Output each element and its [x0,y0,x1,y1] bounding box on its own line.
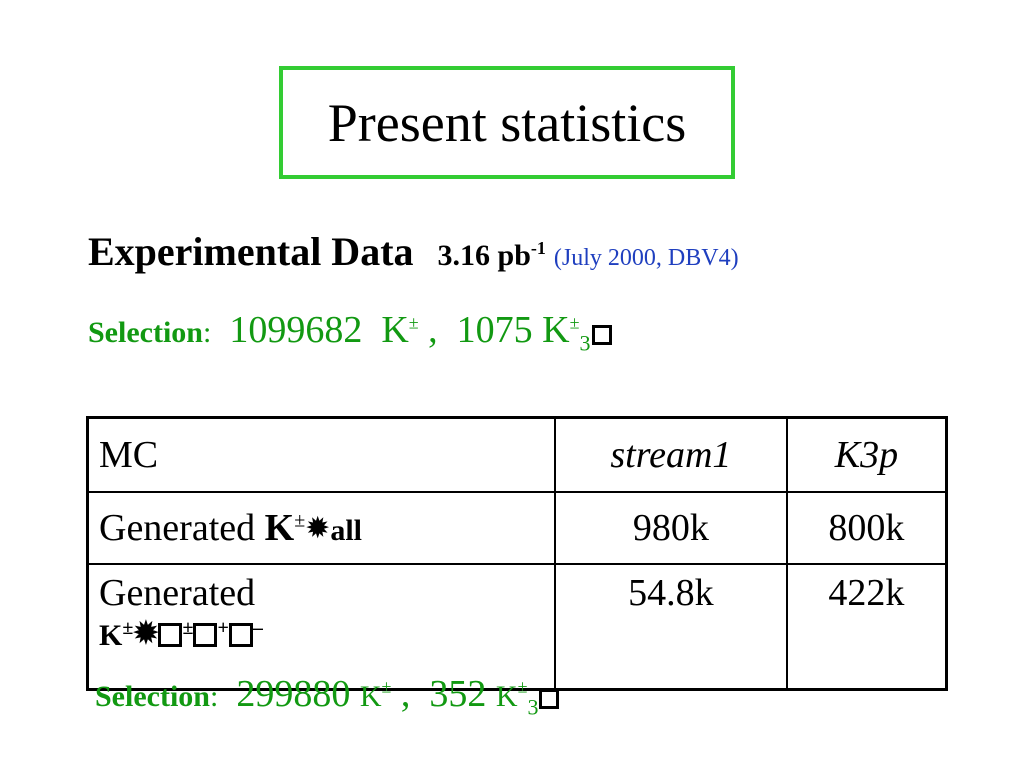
charge-symbol: ± [182,617,194,639]
luminosity-number: 3.16 pb [437,239,531,272]
slide-title: Present statistics [327,92,687,153]
table-row-generated-chain: Generated K±✹ ± + – 54.8k 422k [86,563,948,691]
selection-line-data: Selection: 1099682 K± , 1075 K±3 [88,308,612,354]
cell-value: 800k [785,491,948,565]
header-stream1: stream1 [554,416,788,493]
title-box: Present statistics [279,66,735,179]
box-symbol-icon [591,325,612,345]
row-label: Generated [99,507,256,549]
box-symbol-icon [158,623,183,647]
separator: , [400,673,411,715]
charge-symbol: ± [569,312,580,333]
kaon-symbol: K [99,619,123,652]
separator: , [428,309,438,351]
selection-count-k3: 352 [429,673,487,715]
selection-counts: 299880 K± , 352 K±3 [236,673,560,718]
row-label-cell: Generated K±✹ ± + – [86,563,556,691]
row-label-cell: Generated K±✹all [86,491,556,565]
burst-symbol-icon: ✹ [305,512,331,545]
header-k3p: K3p [785,416,948,493]
selection-colon: : [209,680,219,713]
charge-symbol: ± [408,312,419,333]
selection-label: Selection [95,680,210,713]
selection-count-kaon: 1099682 [229,309,363,351]
charge-symbol: ± [122,617,134,639]
table-row-generated-all: Generated K±✹all 980k 800k [86,491,948,565]
cell-value: 422k [785,563,948,691]
cell-value: 54.8k [554,563,788,691]
subscript-three: 3 [527,694,539,720]
mc-table: MC stream1 K3p Generated K±✹all 980k 800… [86,416,948,691]
kaon-symbol: K [264,507,295,549]
selection-counts: 1099682 K± , 1075 K±3 [229,309,612,354]
selection-count-k3: 1075 [456,309,533,351]
luminosity-value: 3.16 pb-1 [438,239,546,272]
experimental-data-label: Experimental Data [88,229,414,274]
selection-line-mc: Selection: 299880 K± , 352 K±3 [95,672,560,718]
kaon-symbol: K [381,309,409,351]
box-symbol-icon [193,623,218,647]
experimental-data-line: Experimental Data 3.16 pb-1 (July 2000, DB… [88,228,739,275]
data-note: (July 2000, DBV4) [553,245,739,271]
selection-colon: : [202,316,212,349]
decay-chain: K±✹ ± + – [99,617,544,653]
kaon-symbol: K [359,680,382,713]
selection-count-kaon: 299880 [236,673,351,715]
subscript-three: 3 [579,330,591,356]
selection-label: Selection [88,316,203,349]
minus-symbol: – [252,617,263,639]
header-mc: MC [86,416,556,493]
box-symbol-icon [228,623,253,647]
kaon-symbol: K [542,309,570,351]
box-symbol-icon [539,689,560,709]
burst-symbol-icon: ✹ [133,617,159,650]
table-header-row: MC stream1 K3p [86,416,948,493]
all-label: all [330,514,362,547]
charge-symbol: ± [381,676,392,697]
charge-symbol: ± [294,509,306,532]
row-label: Generated [99,572,256,614]
cell-value: 980k [554,491,788,565]
charge-symbol: ± [517,676,528,697]
kaon-symbol: K [495,680,518,713]
luminosity-exponent: -1 [530,238,546,258]
plus-symbol: + [217,617,229,639]
